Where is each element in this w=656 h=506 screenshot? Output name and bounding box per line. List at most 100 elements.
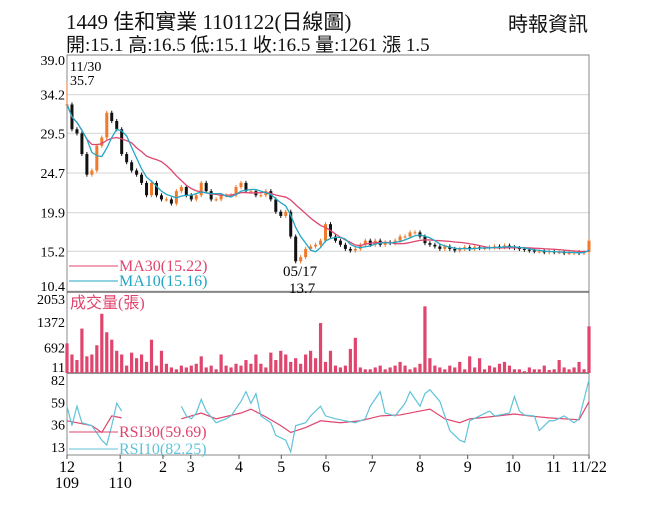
candle-body (443, 246, 447, 249)
volume-bar (289, 361, 293, 373)
x-tick-label: 9 (464, 459, 472, 476)
candle-body (458, 248, 462, 251)
volume-bar (90, 354, 94, 373)
source-label: 時報資訊 (508, 14, 588, 36)
volume-bar (219, 354, 223, 373)
volume-bar (189, 365, 193, 373)
low-date-label: 05/17 (283, 264, 318, 280)
candle-body (587, 240, 591, 253)
candle-body (279, 211, 283, 216)
price-tick-label: 10.4 (41, 280, 66, 295)
volume-tick-label: 692 (44, 341, 65, 356)
low-value-label: 13.7 (289, 281, 316, 297)
rsi-tick-label: 13 (51, 441, 65, 456)
x-tick-label: 4 (235, 459, 243, 476)
candle-body (294, 236, 298, 262)
candle-body (383, 242, 387, 245)
ma-legend-label: MA30(15.22) (119, 258, 207, 275)
candle-body (145, 182, 149, 196)
candle-body (333, 236, 337, 241)
x-tick-label: 11/22 (571, 459, 607, 476)
volume-bar (512, 369, 517, 373)
candle-body (348, 248, 352, 251)
rsi-line-10 (66, 401, 123, 447)
volume-bar (388, 367, 392, 373)
candle-body (169, 199, 173, 204)
volume-bar (95, 345, 99, 373)
volume-bar (502, 361, 507, 373)
candle-body (314, 244, 318, 247)
volume-bar (85, 356, 89, 373)
volume-bar (458, 361, 462, 373)
volume-bar (323, 361, 328, 373)
volume-tick-label: 2053 (37, 293, 65, 308)
x-year-label: 110 (108, 475, 131, 492)
candle-body (100, 137, 104, 146)
volume-bar (492, 367, 497, 373)
volume-bar (130, 352, 134, 373)
volume-bar (353, 337, 357, 373)
candle-body (438, 246, 442, 249)
volume-bar (65, 343, 69, 373)
volume-bar (383, 369, 387, 373)
candle-body (532, 250, 536, 252)
candle-body (259, 195, 263, 197)
candle-body (204, 182, 208, 192)
volume-bar (572, 367, 576, 373)
volume-bar (433, 365, 437, 373)
candle-body (164, 199, 168, 201)
volume-bar (174, 369, 178, 373)
volume-bar (139, 354, 144, 373)
volume-bar (294, 358, 298, 373)
candle-body (120, 129, 124, 155)
volume-bar (135, 358, 139, 373)
candle-body (483, 248, 487, 250)
candle-body (413, 232, 417, 234)
volume-bar (120, 354, 124, 373)
volume-bar (264, 367, 268, 373)
volume-bar (403, 365, 407, 373)
x-tick-label: 8 (416, 459, 424, 476)
volume-bar (164, 363, 169, 373)
candle-body (125, 154, 129, 163)
volume-bar (343, 365, 347, 373)
volume-bar (448, 365, 452, 373)
volume-bar (105, 332, 109, 373)
volume-bar (418, 363, 422, 373)
x-year-label: 109 (55, 475, 79, 492)
volume-bar (169, 367, 173, 373)
ma-legend-label: MA10(15.16) (119, 273, 207, 290)
rsi-line-10 (180, 379, 590, 454)
x-tick-label: 12 (59, 459, 75, 476)
volume-bar (537, 369, 541, 373)
candle-body (194, 195, 198, 200)
volume-bar (318, 323, 323, 373)
candle-body (159, 195, 163, 200)
candle-body (304, 248, 308, 258)
volume-bar (313, 358, 318, 373)
x-tick-label: 11 (546, 459, 561, 476)
price-tick-label: 29.5 (41, 127, 66, 142)
volume-bar (224, 365, 228, 373)
price-tick-label: 15.2 (41, 245, 66, 260)
volume-bar (552, 369, 556, 373)
volume-bar (269, 352, 273, 373)
volume-panel: 成交量(張) (65, 294, 591, 373)
volume-bar (438, 367, 442, 373)
volume-bar (274, 360, 278, 373)
volume-bar (483, 369, 487, 373)
candle-body (324, 224, 328, 241)
candle-body (219, 195, 223, 200)
volume-bar (393, 365, 397, 373)
candle-body (522, 248, 526, 250)
volume-bar (204, 367, 208, 373)
candle-body (537, 251, 541, 253)
volume-bar (115, 350, 119, 373)
candle-body (140, 174, 144, 183)
volume-bar (378, 365, 382, 373)
candle-body (527, 249, 531, 251)
volume-bar (234, 363, 238, 373)
volume-bar (110, 339, 114, 373)
